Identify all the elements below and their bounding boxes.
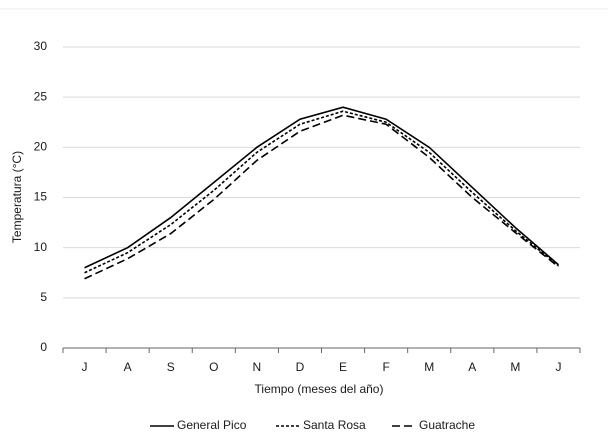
series-line — [84, 114, 559, 280]
y-tick-label: 15 — [34, 190, 48, 204]
y-tick-label: 5 — [40, 290, 47, 304]
y-tick-label: 30 — [34, 39, 48, 53]
x-tick-label: J — [82, 360, 88, 374]
y-tick-label: 0 — [40, 340, 47, 354]
x-tick-label: O — [209, 360, 218, 374]
legend-label: General Pico — [177, 418, 247, 432]
x-tick-label: F — [382, 360, 389, 374]
y-tick-label: 25 — [34, 89, 48, 103]
x-tick-label: M — [510, 360, 520, 374]
series-line — [84, 110, 559, 274]
x-tick-label: N — [253, 360, 262, 374]
x-tick-label: J — [555, 360, 561, 374]
legend-label: Santa Rosa — [303, 418, 366, 432]
y-axis-label: Temperatura (°C) — [10, 151, 24, 243]
y-tick-label: 20 — [34, 140, 48, 154]
y-tick-label: 10 — [34, 240, 48, 254]
x-tick-label: M — [424, 360, 434, 374]
x-tick-label: A — [468, 360, 476, 374]
legend-label: Guatrache — [419, 418, 475, 432]
x-tick-label: D — [296, 360, 305, 374]
x-axis-label: Tiempo (meses del año) — [255, 382, 384, 396]
x-tick-label: A — [124, 360, 132, 374]
x-tick-label: S — [167, 360, 175, 374]
x-tick-label: E — [339, 360, 347, 374]
series-line — [84, 106, 559, 269]
